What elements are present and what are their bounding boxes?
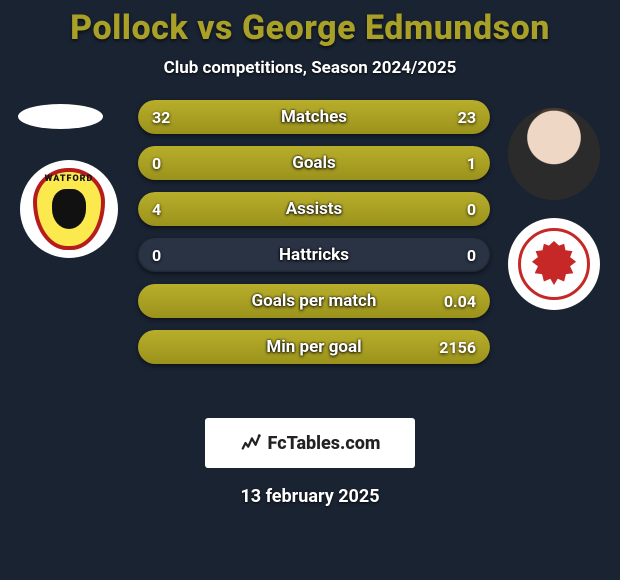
brand-badge: FcTables.com	[205, 418, 415, 468]
right-player-avatar	[508, 108, 600, 200]
page-title: Pollock vs George Edmundson	[0, 8, 620, 48]
stat-bar-fill-right	[138, 284, 490, 318]
footer-date: 13 february 2025	[0, 486, 620, 507]
stat-bar: Goals01	[138, 146, 490, 180]
stat-label: Hattricks	[138, 238, 490, 272]
stat-bars: Matches3223 Goals01 Assists40 Hattricks0 0 Go…	[138, 100, 490, 364]
subtitle: Club competitions, Season 2024/2025	[0, 58, 620, 78]
fctables-logo-icon	[240, 432, 262, 454]
stat-bar-fill-right	[138, 146, 490, 180]
stats-area: WATFORD Matches3223 Goals01 Assists40 Hattr…	[0, 100, 620, 400]
stat-bar-fill-right	[343, 100, 490, 134]
stat-bar: Hattricks0 0	[138, 238, 490, 272]
right-club-crest	[508, 218, 600, 310]
stat-bar: Assists40	[138, 192, 490, 226]
watford-crest-icon: WATFORD	[33, 168, 105, 250]
middlesbrough-crest-icon	[518, 228, 590, 300]
stat-bar: Min per goal2156	[138, 330, 490, 364]
stat-bar-fill-left	[138, 100, 343, 134]
left-club-crest: WATFORD	[20, 160, 118, 258]
brand-text: FcTables.com	[268, 433, 381, 454]
stat-value-left: 0	[152, 238, 161, 272]
player-face-icon	[508, 108, 600, 200]
left-player-avatar	[18, 104, 103, 129]
stat-bar-fill-left	[138, 192, 490, 226]
stat-bar: Goals per match0.04	[138, 284, 490, 318]
stat-value-right: 0	[467, 238, 476, 272]
stat-bar-fill-right	[138, 330, 490, 364]
stat-bar: Matches3223	[138, 100, 490, 134]
